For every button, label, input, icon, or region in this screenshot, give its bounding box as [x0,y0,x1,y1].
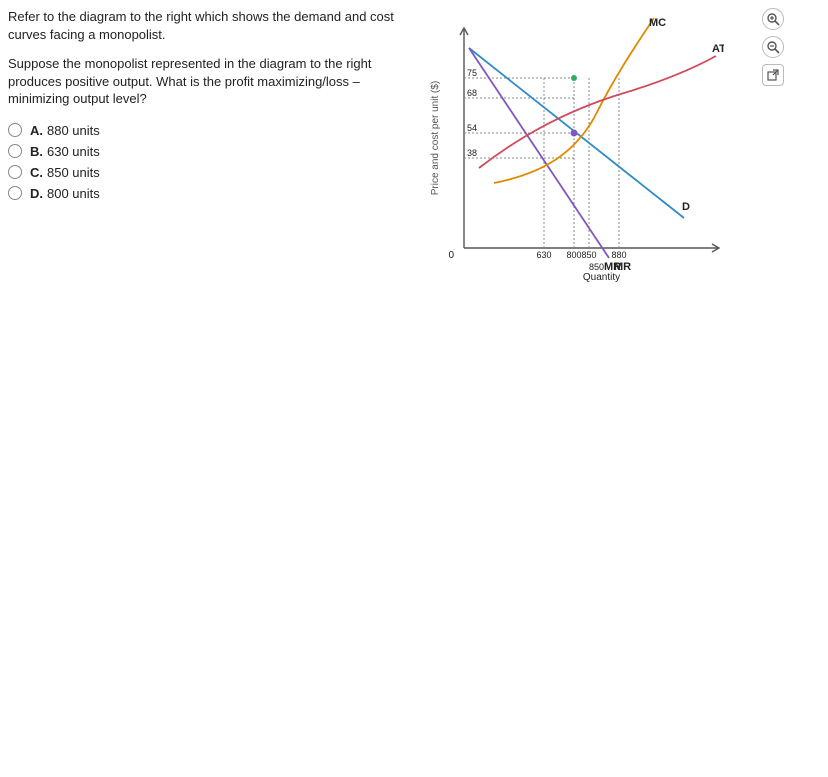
svg-text:630: 630 [536,250,551,260]
svg-text:Price and cost per unit ($): Price and cost per unit ($) [430,81,441,196]
svg-text:ATC: ATC [712,43,724,55]
popout-icon [767,69,779,81]
svg-text:38: 38 [467,148,477,158]
svg-text:MC: MC [649,17,666,29]
svg-text:Quantity: Quantity [583,272,620,283]
option-text: 800 units [47,186,100,201]
option-b[interactable]: B. 630 units [8,141,408,162]
svg-text:54: 54 [467,123,477,133]
svg-text:850: 850 [581,250,596,260]
economics-chart: 0 Price and cost per unit ($) Quantity 75 68… [424,8,724,298]
option-c[interactable]: C. 850 units [8,162,408,183]
zoom-out-button[interactable] [762,36,784,58]
option-letter: D. [30,186,43,201]
radio-icon [8,165,22,179]
svg-text:850: 850 [589,262,604,272]
tool-buttons [762,8,784,86]
zoom-in-icon [766,12,780,26]
radio-icon [8,186,22,200]
option-text: 630 units [47,144,100,159]
svg-text:MR: MR [604,261,621,273]
svg-text:68: 68 [467,88,477,98]
popout-button[interactable] [762,64,784,86]
svg-text:880: 880 [611,250,626,260]
question-text: Suppose the monopolist represented in th… [8,55,408,108]
svg-text:75: 75 [467,68,477,78]
options-list: A. 880 units B. 630 units C. 850 units D. 80… [8,120,408,204]
intro-text: Refer to the diagram to the right which … [8,8,408,43]
option-letter: C. [30,165,43,180]
option-d[interactable]: D. 800 units [8,183,408,204]
radio-icon [8,123,22,137]
diagram-panel: 0 Price and cost per unit ($) Quantity 75 68… [424,8,784,298]
option-text: 850 units [47,165,100,180]
radio-icon [8,144,22,158]
question-panel: Refer to the diagram to the right which … [8,8,408,298]
svg-text:800: 800 [566,250,581,260]
option-text: 880 units [47,123,100,138]
option-letter: B. [30,144,43,159]
option-a[interactable]: A. 880 units [8,120,408,141]
option-letter: A. [30,123,43,138]
svg-text:D: D [682,201,690,213]
zoom-in-button[interactable] [762,8,784,30]
zoom-out-icon [766,40,780,54]
svg-text:0: 0 [448,250,454,261]
